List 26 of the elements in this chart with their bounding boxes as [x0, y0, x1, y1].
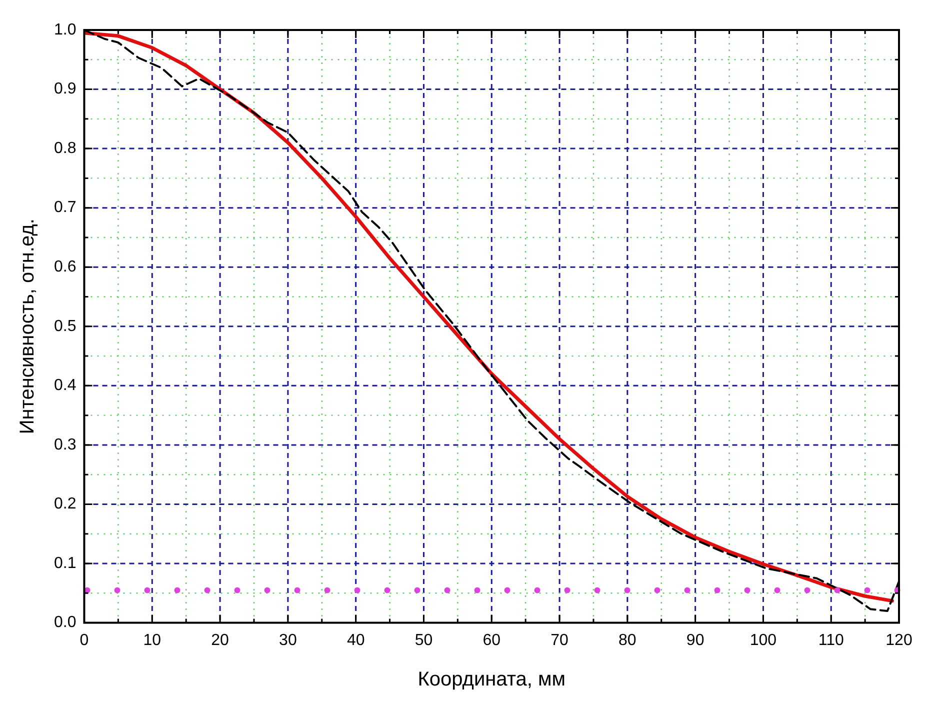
x-tick-label: 100	[750, 632, 777, 649]
x-tick-label: 50	[414, 632, 433, 649]
y-tick-label: 0.0	[54, 614, 76, 632]
y-tick-label: 0.7	[54, 199, 76, 216]
y-tick-label: 0.3	[54, 436, 76, 454]
y-tick-label: 0.9	[54, 80, 76, 98]
x-tick-label: 120	[886, 632, 912, 649]
x-tick-label: 110	[818, 632, 844, 649]
x-tick-label: 30	[279, 632, 297, 649]
x-tick-label: 90	[686, 632, 704, 649]
y-tick-label: 0.1	[54, 554, 76, 572]
y-tick-label: 0.8	[54, 140, 76, 157]
x-tick-label: 60	[482, 632, 501, 649]
x-tick-label: 80	[618, 632, 636, 649]
x-tick-label: 70	[550, 632, 569, 649]
y-tick-label: 0.6	[54, 258, 76, 276]
x-tick-label: 40	[346, 632, 365, 649]
x-tick-label: 20	[211, 632, 230, 649]
y-tick-label: 0.5	[54, 318, 76, 335]
y-tick-label: 0.2	[54, 496, 76, 513]
x-tick-label: 10	[143, 632, 162, 649]
y-axis-title: Интенсивность, отн.ед.	[16, 218, 39, 434]
x-axis-title: Координата, мм	[418, 668, 566, 691]
y-tick-label: 1.0	[54, 21, 76, 38]
x-tick-label: 0	[80, 632, 89, 649]
y-tick-label: 0.4	[54, 377, 76, 394]
